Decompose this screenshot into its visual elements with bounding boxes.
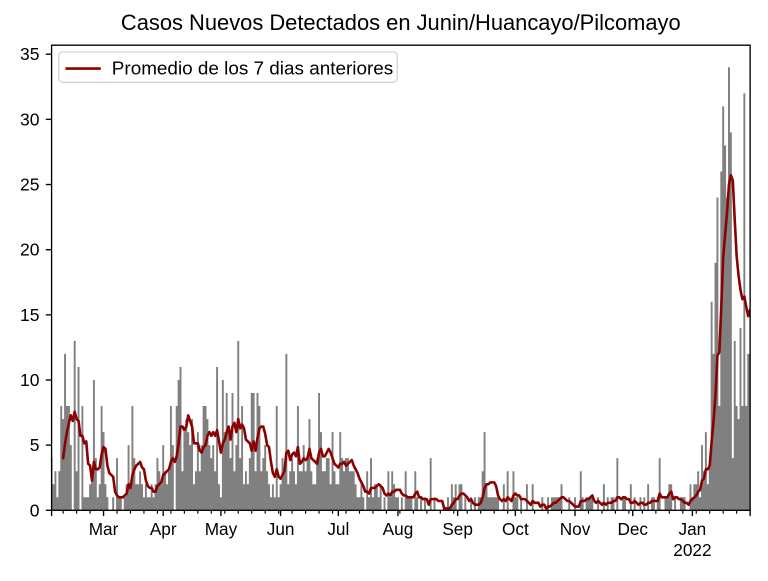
svg-text:Aug: Aug — [383, 519, 414, 539]
svg-text:Oct: Oct — [502, 519, 529, 539]
svg-text:Nov: Nov — [560, 519, 591, 539]
svg-text:Jun: Jun — [267, 519, 295, 539]
svg-text:Jan: Jan — [679, 519, 707, 539]
svg-text:0: 0 — [30, 500, 40, 520]
svg-text:Sep: Sep — [442, 519, 473, 539]
svg-text:5: 5 — [30, 435, 40, 455]
svg-text:15: 15 — [20, 305, 39, 325]
svg-text:Promedio de los 7 dias anterio: Promedio de los 7 dias anteriores — [112, 59, 393, 80]
svg-text:30: 30 — [20, 109, 40, 129]
svg-text:Jul: Jul — [327, 519, 349, 539]
svg-text:Mar: Mar — [89, 519, 119, 539]
svg-text:20: 20 — [20, 240, 40, 260]
svg-text:Casos Nuevos Detectados en Jun: Casos Nuevos Detectados en Junin/Huancay… — [121, 10, 681, 35]
svg-text:25: 25 — [20, 175, 39, 195]
svg-text:10: 10 — [20, 370, 40, 390]
svg-text:May: May — [205, 519, 238, 539]
svg-text:Dec: Dec — [617, 519, 648, 539]
svg-text:2022: 2022 — [673, 540, 711, 560]
svg-text:Apr: Apr — [150, 519, 177, 539]
svg-text:35: 35 — [20, 44, 39, 64]
